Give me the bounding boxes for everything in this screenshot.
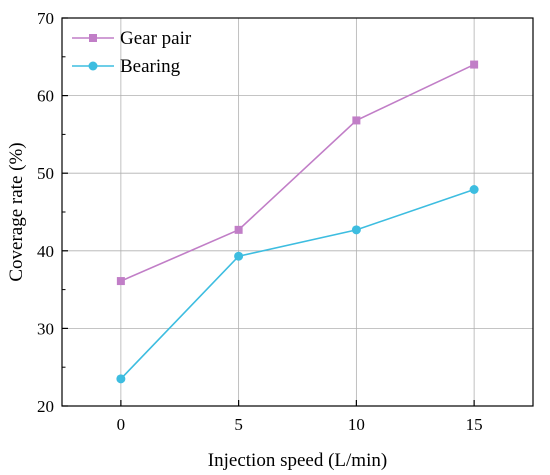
series-1 (116, 60, 479, 286)
y-tick-label: 60 (37, 87, 54, 106)
y-tick-label: 20 (37, 397, 54, 416)
data-point (234, 225, 243, 234)
x-tick-label: 15 (466, 415, 483, 434)
legend-label: Gear pair (120, 28, 192, 49)
series-line (120, 63, 475, 282)
legend-marker (88, 61, 98, 71)
series-layer (116, 60, 479, 384)
axis-ticks: 0 5 10 15 20 30 40 50 60 70 (37, 9, 483, 434)
y-tick-label: 30 (37, 319, 54, 338)
data-point (234, 251, 244, 261)
legend-label: Bearing (120, 56, 181, 77)
x-tick-label: 0 (117, 415, 126, 434)
x-axis-label: Injection speed (L/min) (208, 450, 387, 471)
y-axis-label: Coverage rate (%) (6, 142, 27, 281)
x-tick-label: 5 (234, 415, 243, 434)
y-tick-label: 50 (37, 164, 54, 183)
data-point (352, 116, 361, 125)
data-point (351, 225, 361, 235)
x-tick-label: 10 (348, 415, 365, 434)
data-point (116, 277, 125, 286)
legend-entry: Bearing (72, 56, 181, 77)
legend-entry: Gear pair (72, 28, 192, 49)
series-2 (116, 184, 479, 384)
data-point (116, 374, 126, 384)
series-line (120, 188, 475, 380)
y-tick-label: 40 (37, 242, 54, 261)
data-point (470, 60, 479, 69)
legend: Gear pair Bearing (72, 28, 192, 77)
data-point (469, 184, 479, 194)
legend-marker (89, 34, 97, 42)
y-tick-label: 70 (37, 9, 54, 28)
grid-lines (62, 18, 533, 406)
